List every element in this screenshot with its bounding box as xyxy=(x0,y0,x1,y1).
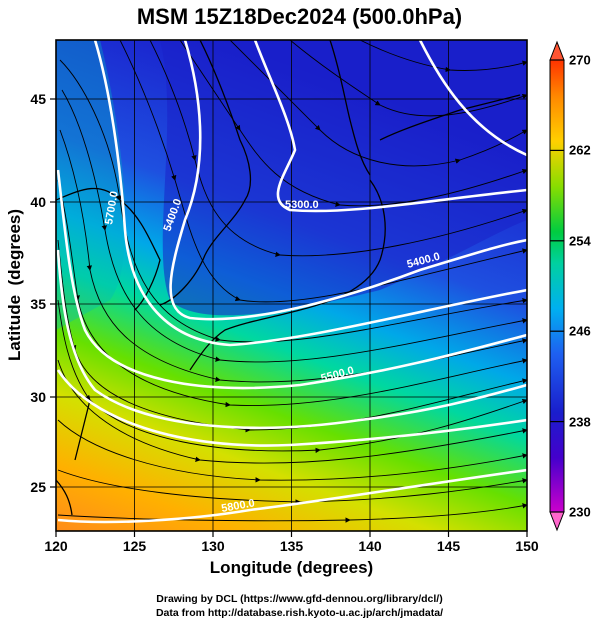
colorbar-tick-246: 246 xyxy=(569,323,591,339)
colorbar-tick-238: 238 xyxy=(569,414,591,430)
y-tick-35: 35 xyxy=(30,296,46,312)
colorbar-tick-262: 262 xyxy=(569,142,591,158)
colorbar xyxy=(549,59,565,513)
x-tick-135: 135 xyxy=(279,538,304,554)
colorbar-tick-230: 230 xyxy=(569,504,591,520)
wind-streamlines xyxy=(57,40,527,523)
y-axis-label: Latitude (degrees) xyxy=(5,208,24,362)
footer-credit-data: Data from http://database.rish.kyoto-u.a… xyxy=(155,607,444,619)
colorbar-max-arrow xyxy=(549,40,565,61)
x-tick-120: 120 xyxy=(44,538,68,554)
footer-credit-drawing: Drawing by DCL (https://www.gfd-dennou.o… xyxy=(156,593,443,605)
x-tick-150: 150 xyxy=(515,538,539,554)
y-tick-30: 30 xyxy=(30,389,46,405)
x-tick-140: 140 xyxy=(358,538,382,554)
y-tick-40: 40 xyxy=(30,194,46,210)
contour-label-5300: 5300.0 xyxy=(285,199,319,211)
contour-label-5700: 5700.0 xyxy=(103,190,121,225)
colorbar-tick-270: 270 xyxy=(569,52,591,68)
x-axis-label: Longitude (degrees) xyxy=(209,558,374,577)
x-tick-145: 145 xyxy=(436,538,461,554)
x-tick-130: 130 xyxy=(201,538,225,554)
chart-title: MSM 15Z18Dec2024 (500.0hPa) xyxy=(136,4,463,29)
colorbar-min-arrow xyxy=(549,511,565,532)
geopotential-contours xyxy=(56,40,527,524)
axis-tick-marks xyxy=(50,98,528,537)
y-tick-25: 25 xyxy=(30,479,46,495)
y-tick-45: 45 xyxy=(30,91,46,107)
colorbar-tick-254: 254 xyxy=(569,233,591,249)
x-tick-125: 125 xyxy=(122,538,147,554)
contour-label-5800: 5800.0 xyxy=(220,497,255,515)
colorbar-ticks xyxy=(550,59,564,513)
